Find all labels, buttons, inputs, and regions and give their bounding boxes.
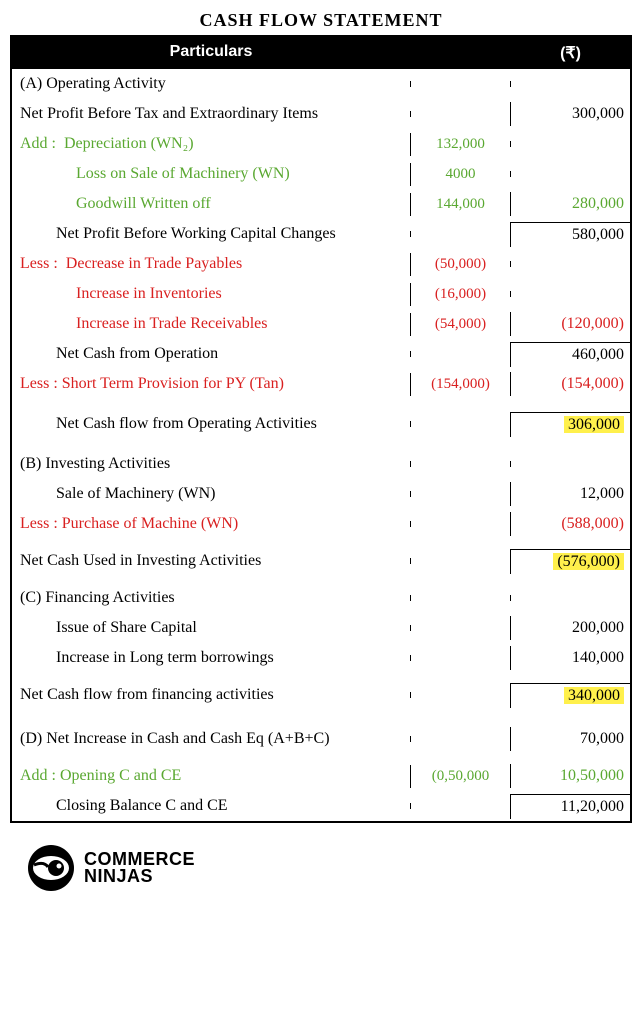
ncu-ia-label: Net Cash Used in Investing Activities — [12, 549, 410, 573]
row-closing: Closing Balance C and CE 11,20,000 — [12, 791, 630, 821]
row-dec-tp: Less : Decrease in Trade Payables (50,00… — [12, 249, 630, 279]
ncf-fa-value: 340,000 — [510, 683, 630, 708]
net-op-label: Net Cash from Operation — [12, 342, 410, 366]
header-particulars: Particulars — [12, 37, 410, 69]
inc-ltb-label: Increase in Long term borrowings — [12, 646, 410, 670]
row-loss-sale: Loss on Sale of Machinery (WN) 4000 — [12, 159, 630, 189]
inc-tr-value: (54,000) — [410, 313, 510, 336]
row-goodwill: Goodwill Written off 144,000 280,000 — [12, 189, 630, 219]
row-ncf-oa: Net Cash flow from Operating Activities … — [12, 399, 630, 449]
npb-wc-label: Net Profit Before Working Capital Change… — [12, 222, 410, 246]
dec-tp-value: (50,000) — [410, 253, 510, 276]
opening-col2: (0,50,000 — [410, 765, 510, 788]
ncf-fa-label: Net Cash flow from financing activities — [12, 683, 410, 707]
net-op-value: 460,000 — [510, 342, 630, 367]
loss-sale-label: Loss on Sale of Machinery (WN) — [12, 162, 410, 186]
section-b-label: (B) Investing Activities — [12, 452, 410, 476]
section-a-label: (A) Operating Activity — [12, 72, 410, 96]
section-c-label: (C) Financing Activities — [12, 586, 410, 610]
cash-flow-table: Particulars (₹) (A) Operating Activity N… — [10, 35, 632, 823]
inc-inv-value: (16,000) — [410, 283, 510, 306]
purch-mach-value: (588,000) — [510, 512, 630, 536]
sale-mach-value: 12,000 — [510, 482, 630, 506]
row-dep: Add : Depreciation (WN₂) 132,000 — [12, 129, 630, 159]
brand-text: COMMERCE NINJAS — [84, 851, 195, 885]
less-stp-col2: (154,000) — [410, 373, 510, 396]
dep-label: Add : Depreciation (WN₂) — [12, 132, 410, 156]
header-mid — [410, 37, 510, 69]
row-ncf-fa: Net Cash flow from financing activities … — [12, 673, 630, 717]
ninja-icon — [26, 843, 76, 893]
closing-label: Closing Balance C and CE — [12, 794, 410, 818]
issue-sc-label: Issue of Share Capital — [12, 616, 410, 640]
statement-title: CASH FLOW STATEMENT — [10, 10, 632, 31]
row-issue-sc: Issue of Share Capital 200,000 — [12, 613, 630, 643]
opening-label: Add : Opening C and CE — [12, 764, 410, 788]
sale-mach-label: Sale of Machinery (WN) — [12, 482, 410, 506]
loss-sale-value: 4000 — [410, 163, 510, 186]
row-sale-mach: Sale of Machinery (WN) 12,000 — [12, 479, 630, 509]
row-d-heading: (D) Net Increase in Cash and Cash Eq (A+… — [12, 717, 630, 761]
row-opening: Add : Opening C and CE (0,50,000 10,50,0… — [12, 761, 630, 791]
header-amount: (₹) — [510, 37, 630, 69]
dep-value: 132,000 — [410, 133, 510, 156]
section-d-label: (D) Net Increase in Cash and Cash Eq (A+… — [12, 727, 410, 751]
row-ncu-ia: Net Cash Used in Investing Activities (5… — [12, 539, 630, 583]
row-b-heading: (B) Investing Activities — [12, 449, 630, 479]
row-npb-wc: Net Profit Before Working Capital Change… — [12, 219, 630, 249]
goodwill-value: 144,000 — [410, 193, 510, 216]
add-total: 280,000 — [510, 192, 630, 216]
inc-ltb-value: 140,000 — [510, 646, 630, 670]
less-total: (120,000) — [510, 312, 630, 336]
row-inc-ltb: Increase in Long term borrowings 140,000 — [12, 643, 630, 673]
ncu-ia-value: (576,000) — [510, 549, 630, 574]
row-a-heading: (A) Operating Activity — [12, 69, 630, 99]
row-inc-inv: Increase in Inventories (16,000) — [12, 279, 630, 309]
issue-sc-value: 200,000 — [510, 616, 630, 640]
goodwill-label: Goodwill Written off — [12, 192, 410, 216]
brand-line2: NINJAS — [84, 868, 195, 885]
row-c-heading: (C) Financing Activities — [12, 583, 630, 613]
ncf-oa-value: 306,000 — [510, 412, 630, 437]
table-header: Particulars (₹) — [12, 37, 630, 69]
npb-wc-value: 580,000 — [510, 222, 630, 247]
row-purch-mach: Less : Purchase of Machine (WN) (588,000… — [12, 509, 630, 539]
purch-mach-label: Less : Purchase of Machine (WN) — [12, 512, 410, 536]
row-less-stp: Less : Short Term Provision for PY (Tan)… — [12, 369, 630, 399]
less-stp-label: Less : Short Term Provision for PY (Tan) — [12, 372, 410, 396]
inc-inv-label: Increase in Inventories — [12, 282, 410, 306]
row-inc-tr: Increase in Trade Receivables (54,000) (… — [12, 309, 630, 339]
inc-tr-label: Increase in Trade Receivables — [12, 312, 410, 336]
ncf-oa-label: Net Cash flow from Operating Activities — [12, 412, 410, 436]
opening-value: 10,50,000 — [510, 764, 630, 788]
row-npbt: Net Profit Before Tax and Extraordinary … — [12, 99, 630, 129]
dec-tp-label: Less : Decrease in Trade Payables — [12, 252, 410, 276]
npbt-label: Net Profit Before Tax and Extraordinary … — [12, 102, 410, 126]
npbt-value: 300,000 — [510, 102, 630, 126]
brand-logo: COMMERCE NINJAS — [10, 843, 632, 893]
closing-value: 11,20,000 — [510, 794, 630, 819]
row-net-op: Net Cash from Operation 460,000 — [12, 339, 630, 369]
d-value: 70,000 — [510, 727, 630, 751]
less-stp-value: (154,000) — [510, 372, 630, 396]
